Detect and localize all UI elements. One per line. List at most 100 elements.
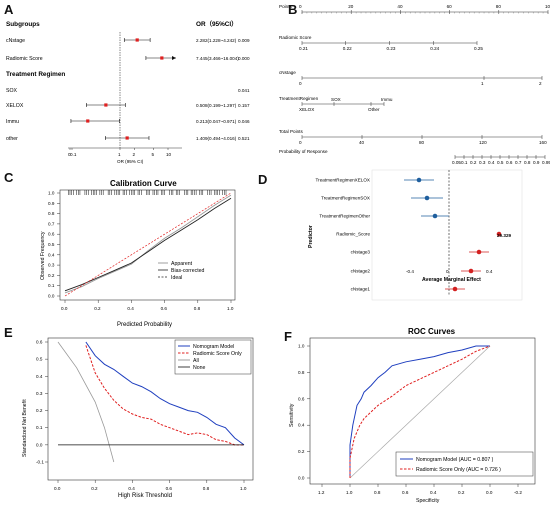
forest-row-label: other: [6, 136, 18, 142]
panel-d: D TreatmentRegimenXELOX TreatmentRegimenS…: [252, 168, 550, 334]
decision-curve-chart: 0.0 0.2 0.4 0.6 0.8 1.0 -0.1 0.0 0.1 0.2 0.3 0.4 0.5…: [22, 337, 254, 499]
roc-xlabel: Specificity: [416, 498, 440, 504]
nomogram-tick-label: 60: [447, 4, 453, 9]
forest-arrow: [172, 56, 176, 60]
roc-y-tick-label: 0.2: [298, 449, 305, 454]
nomogram-tick-label: Other: [368, 107, 380, 112]
forest-tick-label: 5: [152, 152, 155, 157]
legend-radiomic: Radiomic Score Only: [193, 351, 242, 357]
marginal-annotation: 29.329: [497, 233, 511, 238]
forest-row-label: Treatment Regimen: [6, 71, 65, 78]
nomogram-tick-label: 20: [348, 4, 354, 9]
roc-y-tick-label: 0.0: [298, 476, 305, 481]
roc-x-tick-label: -0.2: [514, 490, 522, 495]
nomogram-tick-label: 0: [299, 4, 302, 9]
nomogram-tick-label: 120: [479, 140, 487, 145]
legend-all: All: [193, 358, 199, 364]
panel-a: A Subgroups OR（95%CI） cNstage 2.282(1.228…: [0, 0, 250, 165]
nomogram-tick-label: 1: [481, 81, 484, 86]
marginal-category-label: TreatmentRegimenXELOX: [316, 178, 370, 183]
forest-row-label: XELOX: [6, 103, 24, 109]
forest-p-value: 0.157: [238, 103, 250, 108]
decision-frame: [47, 337, 254, 481]
calibration-series-line: [64, 194, 232, 294]
decision-y-tick-label: 0.6: [36, 340, 43, 345]
forest-point: [160, 56, 164, 60]
roc-y-tick-label: 0.8: [298, 370, 305, 375]
decision-series-line: [57, 341, 115, 463]
nomogram-tick-label: 40: [397, 4, 403, 9]
calibration-ylabel: Observed Frequency: [40, 231, 46, 280]
panel-f-label: F: [284, 329, 292, 344]
marginal-category-label: cNstage2: [351, 269, 371, 274]
calibration-rug: [68, 190, 227, 195]
or-header: OR（95%CI）: [196, 20, 238, 28]
calibration-y-tick-label: 0.9: [48, 201, 55, 206]
marginal-category-label: Radiomic_Score: [336, 232, 370, 237]
forest-tick-label: 1: [118, 152, 121, 157]
nomogram-tick-label: Immu: [381, 97, 393, 102]
decision-x-tick-label: 1.0: [240, 486, 247, 491]
marginal-category-label: cNstage3: [351, 250, 371, 255]
nomogram-tick-label: 0.9: [533, 160, 540, 165]
forest-tick-label: 0: [68, 152, 71, 157]
nomogram-row-label: TreatmentRegimen: [279, 96, 319, 101]
decision-legend: Nomogram Model Radiomic Score Only All N…: [174, 339, 252, 375]
decision-series-line: [85, 341, 245, 446]
forest-p-value: 0.041: [238, 88, 250, 93]
decision-x-tick-label: 0.2: [91, 486, 98, 491]
forest-p-value: 0.009: [238, 38, 250, 43]
panel-e: E 0.0 0.2 0.4 0.6 0.8 1.0 -0.1 0.0 0.1 0.2 0.3 0.4 0…: [0, 322, 275, 505]
calibration-y-tick-label: 0.0: [48, 294, 55, 299]
calibration-lines: [64, 192, 232, 297]
decision-lines: [57, 341, 245, 463]
decision-xlabel: High Risk Threshold: [118, 493, 172, 499]
decision-y-tick-label: 0.1: [36, 425, 43, 430]
decision-y-tick-label: 0.5: [36, 357, 43, 362]
marginal-category-label: cNstage1: [351, 287, 371, 292]
nomogram-tick-label: 0: [299, 81, 302, 86]
calibration-x-tick-label: 0.4: [127, 306, 134, 311]
nomogram-tick-label: XELOX: [299, 107, 314, 112]
panel-a-label: A: [4, 2, 14, 17]
nomogram-row-label: Total Points: [279, 129, 303, 134]
forest-point: [125, 136, 129, 140]
marginal-effects-chart: TreatmentRegimenXELOX TreatmentRegimenSOX…: [308, 169, 523, 301]
nomogram-tick-label: 160: [539, 140, 547, 145]
decision-series-line: [85, 345, 244, 446]
nomogram-tick-label: 0.25: [474, 46, 483, 51]
decision-x-tick-label: 0.0: [54, 486, 61, 491]
calibration-series-line: [64, 197, 232, 292]
panel-e-label: E: [4, 325, 13, 340]
nomogram-tick-label: 0.22: [343, 46, 352, 51]
roc-ticks: 1.2 1.0 0.8 0.6 0.4 0.2 0.0 -0.2 0.0 0.2 0.4 0.6 0.8…: [298, 344, 522, 496]
calibration-y-tick-label: 0.4: [48, 252, 55, 257]
roc-lines: [349, 345, 491, 479]
roc-ylabel: Sensitivity: [289, 403, 295, 427]
decision-ylabel: Standardized Net Benefit: [22, 399, 28, 457]
nomogram-tick-label: 80: [496, 4, 502, 9]
nomogram-tick-label: SOX: [331, 97, 341, 102]
decision-y-tick-label: -0.1: [36, 460, 44, 465]
nomogram-tick-label: 0.21: [299, 46, 308, 51]
marginal-point: [476, 249, 482, 255]
marginal-x-tick-label: 0: [446, 269, 449, 274]
panel-c-label: C: [4, 170, 14, 185]
marginal-point: [496, 231, 502, 237]
nomogram: Points020406080100Radiomic Score0.210.22…: [279, 4, 550, 165]
decision-ticks: 0.0 0.2 0.4 0.6 0.8 1.0 -0.1 0.0 0.1 0.2 0.3 0.4 0.5…: [36, 340, 247, 492]
nomogram-tick-label: 0.24: [430, 46, 439, 51]
calibration-y-tick-label: 0.5: [48, 242, 55, 247]
panel-c: C Calibration Curve 0.0 0.2 0.4 0.6 0.8 1.0 0.…: [0, 168, 250, 334]
marginal-point: [452, 286, 458, 292]
calibration-legend: Apparent Bias-corrected Ideal: [158, 261, 205, 281]
forest-row-label: cNstage: [6, 38, 25, 44]
marginal-x-tick-label: -0.4: [406, 269, 414, 274]
legend-bias: Bias-corrected: [171, 268, 205, 274]
calibration-x-tick-label: 0.8: [194, 306, 201, 311]
marginal-ticks: -0.4 0 0.4: [406, 269, 493, 274]
roc-y-tick-label: 1.0: [298, 344, 305, 349]
nomogram-tick-label: 0.8: [524, 160, 531, 165]
roc-y-tick-label: 0.6: [298, 396, 305, 401]
calibration-y-tick-label: 0.1: [48, 283, 55, 288]
